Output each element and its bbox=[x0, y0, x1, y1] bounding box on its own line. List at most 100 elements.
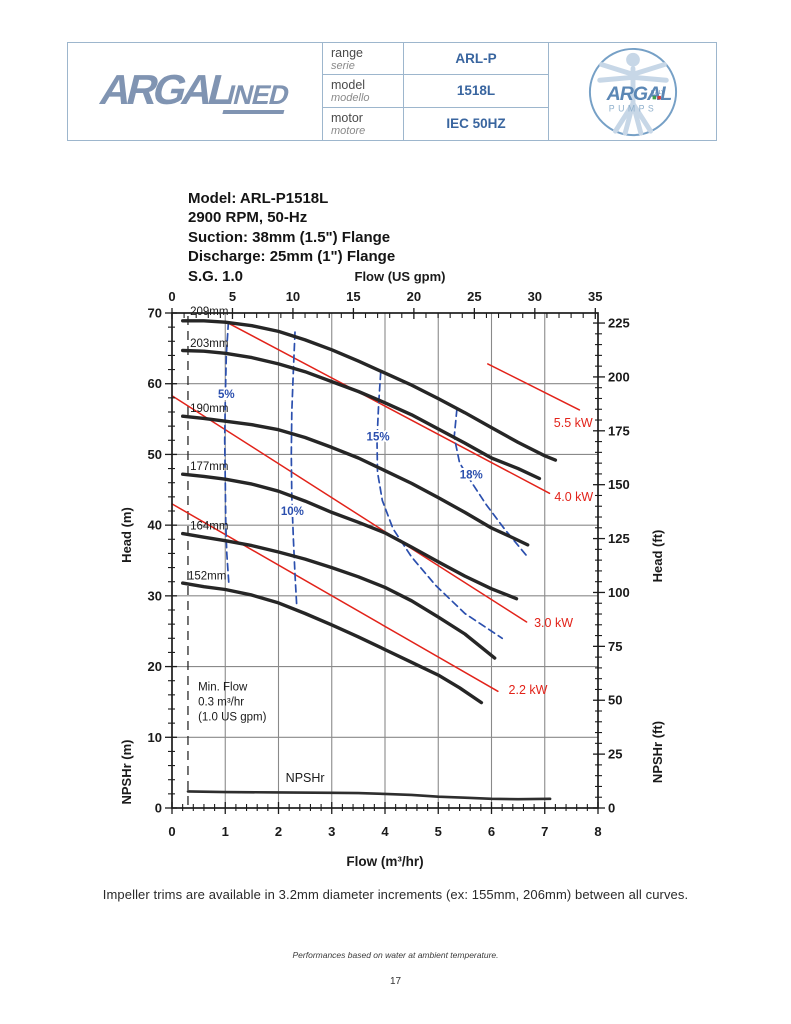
impeller-label-177mm: 177mm bbox=[190, 461, 228, 473]
impeller-curve-203mm bbox=[181, 348, 542, 481]
impeller-curve-209mm bbox=[181, 319, 558, 462]
title-line-suction: Suction: 38mm (1.5") Flange bbox=[188, 228, 391, 246]
x-tick-label: 1 bbox=[222, 824, 229, 839]
y-right-tick-label: 150 bbox=[608, 477, 630, 492]
impeller-trim-note: Impeller trims are available in 3.2mm di… bbox=[102, 887, 689, 902]
performance-disclaimer: Performances based on water at ambient t… bbox=[292, 950, 499, 960]
spec-row-model-value: 1518L bbox=[403, 75, 548, 108]
x-top-tick-label: 20 bbox=[407, 289, 421, 304]
y-right-tick-label: 200 bbox=[608, 369, 630, 384]
spec-row-range-value: ARL-P bbox=[403, 43, 548, 76]
badge-country-text: ITALY bbox=[650, 89, 665, 95]
x-top-axis-title: Flow (US gpm) bbox=[355, 269, 446, 284]
y-left-tick-label: 10 bbox=[148, 730, 162, 745]
y-left-tick-label: 50 bbox=[148, 447, 162, 462]
spec-row-model-label: model modello bbox=[323, 75, 403, 108]
y-right-axis-title2: NPSHr (ft) bbox=[650, 721, 665, 783]
page-number: 17 bbox=[389, 976, 402, 987]
italy-flag-red bbox=[656, 95, 661, 99]
argal-pumps-logo: ARGAL ITALY PUMPS bbox=[588, 47, 677, 136]
power-label-3.0kW: 3.0 kW bbox=[534, 616, 573, 630]
y-left-tick-label: 0 bbox=[155, 801, 162, 816]
impeller-label-164mm: 164mm bbox=[190, 520, 228, 532]
x-top-tick-label: 30 bbox=[528, 289, 542, 304]
power-label-4.0kW: 4.0 kW bbox=[554, 490, 593, 504]
efficiency-curve-5pct bbox=[223, 321, 230, 587]
impeller-curve-190mm bbox=[181, 414, 530, 547]
title-line-discharge: Discharge: 25mm (1") Flange bbox=[188, 248, 396, 266]
efficiency-label-18pct: 18% bbox=[460, 469, 483, 481]
efficiency-label-15pct: 15% bbox=[367, 431, 390, 443]
argal-pumps-badge: ARGAL ITALY PUMPS bbox=[549, 43, 716, 140]
badge-sub-text: PUMPS bbox=[608, 103, 656, 113]
motor-label-en: motor bbox=[331, 110, 363, 125]
italy-flag-green bbox=[652, 95, 656, 99]
x-tick-label: 6 bbox=[488, 824, 495, 839]
min-flow-note-line: (1.0 US gpm) bbox=[198, 712, 267, 724]
x-top-tick-label: 35 bbox=[588, 289, 602, 304]
x-top-tick-label: 25 bbox=[467, 289, 481, 304]
x-top-tick-label: 10 bbox=[286, 289, 300, 304]
motor-label-it: motore bbox=[331, 124, 366, 137]
power-line-5.5kW bbox=[487, 363, 581, 411]
impeller-label-209mm: 209mm bbox=[190, 306, 228, 318]
efficiency-label-10pct: 10% bbox=[281, 506, 304, 518]
x-tick-label: 5 bbox=[435, 824, 442, 839]
y-left-tick-label: 70 bbox=[148, 306, 162, 321]
title-line-rpm: 2900 RPM, 50-Hz bbox=[188, 209, 308, 227]
spec-row-motor-label: motor motore bbox=[323, 108, 403, 140]
title-line-sg: S.G. 1.0 bbox=[188, 267, 244, 285]
efficiency-curve-15pct bbox=[376, 371, 504, 640]
y-right-tick-label: 75 bbox=[608, 639, 622, 654]
model-label-en: model bbox=[331, 78, 366, 93]
impeller-curve-177mm bbox=[181, 472, 519, 601]
spec-row-motor-value: IEC 50HZ bbox=[403, 107, 548, 140]
power-line-3.0kW bbox=[171, 394, 528, 623]
y-right-tick-label: 50 bbox=[608, 693, 622, 708]
y-right-tick-label: 175 bbox=[608, 423, 630, 438]
power-label-5.5kW: 5.5 kW bbox=[554, 416, 593, 430]
spec-table: range serie ARL-P model modello 1518L mo… bbox=[322, 43, 549, 140]
impeller-label-190mm: 190mm bbox=[190, 403, 228, 415]
vitruvian-figure-icon bbox=[596, 61, 669, 136]
x-top-tick-label: 5 bbox=[229, 289, 236, 304]
impeller-label-152mm: 152mm bbox=[188, 571, 226, 583]
y-right-tick-label: 225 bbox=[608, 316, 630, 331]
y-right-tick-label: 125 bbox=[608, 531, 630, 546]
y-right-axis-title: Head (ft) bbox=[650, 530, 665, 583]
power-label-2.2kW: 2.2 kW bbox=[509, 683, 548, 697]
impeller-curve-152mm bbox=[181, 581, 484, 705]
impeller-curve-164mm bbox=[181, 531, 497, 660]
range-label-en: range bbox=[331, 46, 363, 60]
header-box: ARGA L INED range serie ARL-P model mode… bbox=[67, 42, 717, 141]
x-top-tick-label: 15 bbox=[346, 289, 360, 304]
y-left-axis-title2: NPSHr (m) bbox=[119, 739, 134, 804]
efficiency-curve-10pct bbox=[290, 331, 298, 605]
range-label-it: serie bbox=[331, 60, 355, 72]
chart-title-block: Model: ARL-P1518L 2900 RPM, 50-Hz Suctio… bbox=[188, 189, 395, 286]
x-bottom-axis-title: Flow (m³/hr) bbox=[346, 854, 423, 869]
npshr-curve bbox=[186, 790, 552, 801]
model-label-it: modello bbox=[331, 92, 370, 105]
badge-circle bbox=[588, 47, 677, 136]
x-tick-label: 3 bbox=[328, 824, 335, 839]
min-flow-note-line: Min. Flow bbox=[198, 682, 248, 694]
x-top-tick-label: 0 bbox=[168, 289, 175, 304]
y-left-tick-label: 60 bbox=[148, 376, 162, 391]
spec-row-range-label: range serie bbox=[323, 43, 403, 76]
y-left-tick-label: 40 bbox=[148, 518, 162, 533]
y-left-tick-label: 20 bbox=[148, 659, 162, 674]
x-tick-label: 7 bbox=[541, 824, 548, 839]
y-right-tick-label: 25 bbox=[608, 747, 622, 762]
y-left-tick-label: 30 bbox=[148, 588, 162, 603]
x-tick-label: 4 bbox=[381, 824, 389, 839]
x-tick-label: 0 bbox=[168, 824, 175, 839]
y-right-tick-label: 0 bbox=[608, 801, 615, 816]
x-tick-label: 8 bbox=[594, 824, 601, 839]
min-flow-note-line: 0.3 m³/hr bbox=[198, 697, 244, 709]
title-line-model: Model: ARL-P1518L bbox=[188, 190, 329, 207]
efficiency-label-5pct: 5% bbox=[218, 389, 235, 401]
y-left-axis-title: Head (m) bbox=[119, 507, 134, 563]
